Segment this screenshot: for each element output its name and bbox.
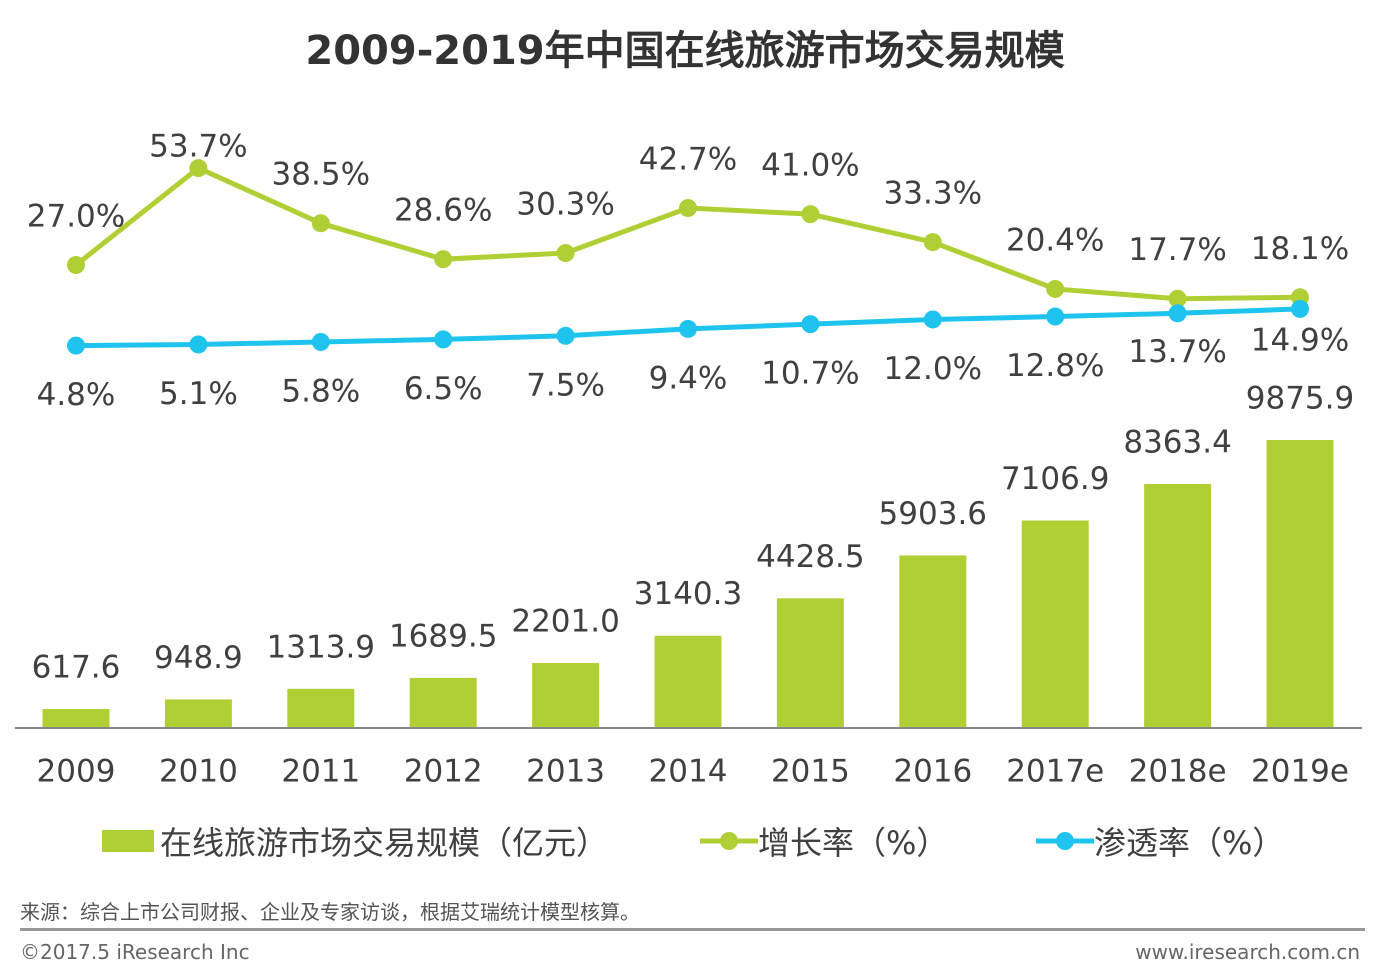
penetration-label: 14.9% <box>1251 322 1349 358</box>
bar <box>1144 483 1212 727</box>
growth-label: 33.3% <box>884 176 982 212</box>
bar <box>1021 520 1089 727</box>
penetration-label: 9.4% <box>649 360 728 396</box>
bar-label: 8363.4 <box>1123 424 1231 460</box>
growth-point <box>923 233 942 252</box>
bar <box>532 663 600 727</box>
x-tick-label: 2017e <box>1006 754 1104 790</box>
penetration-label: 10.7% <box>761 356 859 392</box>
penetration-label: 4.8% <box>37 377 116 413</box>
x-tick-label: 2011 <box>281 754 360 790</box>
penetration-point <box>67 336 85 355</box>
legend-label: 增长率（%） <box>758 824 949 862</box>
x-tick-label: 2012 <box>404 754 483 790</box>
bar-label: 2201.0 <box>511 604 619 640</box>
bar <box>776 598 844 727</box>
x-tick-label: 2015 <box>771 754 850 790</box>
legend-item-bar: 在线旅游市场交易规模（亿元） <box>102 818 608 864</box>
x-tick-label: 2019e <box>1251 754 1349 790</box>
bar <box>899 555 967 727</box>
penetration-point <box>1168 304 1187 323</box>
growth-label: 18.1% <box>1251 231 1349 267</box>
website: www.iresearch.com.cn <box>1135 940 1360 964</box>
penetration-point <box>311 332 330 351</box>
penetration-point <box>1291 299 1309 318</box>
growth-point <box>67 255 85 274</box>
growth-label: 28.6% <box>394 193 492 229</box>
x-tick-label: 2014 <box>649 754 728 790</box>
source-note: 来源：综合上市公司财报、企业及专家访谈，根据艾瑞统计模型核算。 <box>20 900 640 924</box>
legend-label: 渗透率（%） <box>1094 824 1285 862</box>
bar <box>164 699 232 727</box>
growth-label: 27.0% <box>27 198 125 234</box>
chart-title: 2009-2019年中国在线旅游市场交易规模 <box>305 28 1065 74</box>
bar-label: 1313.9 <box>267 629 375 665</box>
bar-label: 3140.3 <box>634 576 742 612</box>
penetration-point <box>801 315 820 334</box>
bar <box>287 688 355 727</box>
growth-point <box>434 250 453 269</box>
x-tick-label: 2013 <box>526 754 605 790</box>
footer-divider <box>20 928 1365 931</box>
growth-label: 20.4% <box>1006 222 1104 258</box>
growth-label: 53.7% <box>149 129 247 165</box>
chart-plot: 617.6 2009 948.9 2010 1313.9 2011 1689.5 2012 22… <box>15 129 1362 790</box>
bar-label: 1689.5 <box>389 618 497 654</box>
penetration-point <box>679 319 697 338</box>
legend-bar-swatch <box>102 830 154 852</box>
x-tick-label: 2010 <box>159 754 238 790</box>
bar-label: 5903.6 <box>879 496 987 532</box>
penetration-label: 5.1% <box>159 376 238 412</box>
copyright: ©2017.5 iResearch Inc <box>20 940 250 964</box>
legend-item-penetration: 渗透率（%） <box>1036 818 1284 864</box>
legend-growth-marker-icon <box>700 832 758 850</box>
growth-point <box>189 159 208 178</box>
bar <box>409 677 477 727</box>
penetration-point <box>556 326 575 345</box>
growth-label: 38.5% <box>272 157 370 193</box>
growth-point <box>1046 279 1065 298</box>
growth-label: 30.3% <box>516 187 614 223</box>
penetration-label: 13.7% <box>1128 334 1226 370</box>
growth-point <box>311 214 330 233</box>
penetration-point <box>189 335 208 354</box>
legend-penetration-marker-icon <box>1036 832 1094 850</box>
bar-label: 617.6 <box>32 650 121 686</box>
penetration-label: 7.5% <box>526 367 605 403</box>
growth-point <box>1168 289 1187 308</box>
bar <box>1266 440 1334 727</box>
penetration-label: 12.8% <box>1006 348 1104 384</box>
bar-label: 948.9 <box>154 640 243 676</box>
x-tick-label: 2009 <box>37 754 116 790</box>
bar-label: 9875.9 <box>1246 381 1354 417</box>
penetration-label: 5.8% <box>281 373 360 409</box>
bar-label: 7106.9 <box>1001 461 1109 497</box>
x-tick-label: 2018e <box>1129 754 1227 790</box>
growth-line <box>74 165 1301 302</box>
growth-label: 17.7% <box>1128 232 1226 268</box>
legend-item-growth: 增长率（%） <box>700 818 948 864</box>
growth-label: 42.7% <box>639 141 737 177</box>
growth-point <box>556 244 575 263</box>
growth-point <box>679 198 697 217</box>
legend-label: 在线旅游市场交易规模（亿元） <box>160 824 609 862</box>
penetration-label: 12.0% <box>884 351 982 387</box>
penetration-point <box>923 310 942 329</box>
bar-label: 4428.5 <box>756 539 864 575</box>
bar <box>654 635 722 727</box>
bar <box>42 709 110 727</box>
penetration-point <box>434 330 453 349</box>
x-tick-label: 2016 <box>893 754 972 790</box>
penetration-point <box>1046 307 1065 326</box>
penetration-label: 6.5% <box>404 371 483 407</box>
growth-label: 41.0% <box>761 148 859 184</box>
growth-point <box>801 205 820 224</box>
